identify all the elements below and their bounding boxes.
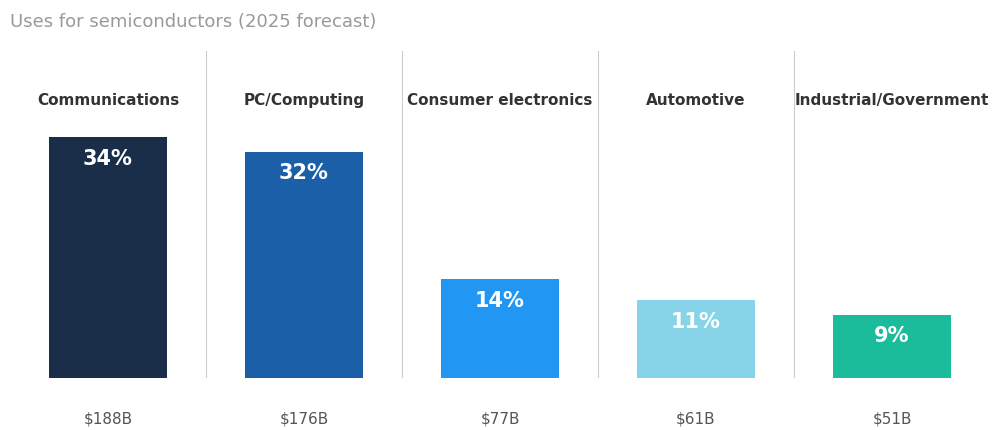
Bar xyxy=(245,152,363,378)
Text: $176B: $176B xyxy=(279,410,329,425)
Text: $188B: $188B xyxy=(83,410,133,425)
Text: 11%: 11% xyxy=(671,311,721,331)
Text: 9%: 9% xyxy=(874,326,910,345)
Text: $61B: $61B xyxy=(676,410,716,425)
Text: Communications: Communications xyxy=(37,93,179,108)
Text: 34%: 34% xyxy=(83,149,133,169)
Text: $77B: $77B xyxy=(480,410,520,425)
Bar xyxy=(441,280,559,378)
Text: Uses for semiconductors (2025 forecast): Uses for semiconductors (2025 forecast) xyxy=(10,13,376,31)
Text: Consumer electronics: Consumer electronics xyxy=(407,93,593,108)
Text: $51B: $51B xyxy=(872,410,912,425)
Bar xyxy=(49,138,167,378)
Text: PC/Computing: PC/Computing xyxy=(243,93,365,108)
Text: Automotive: Automotive xyxy=(646,93,746,108)
Bar xyxy=(637,301,755,378)
Text: Industrial/Government: Industrial/Government xyxy=(795,93,989,108)
Bar xyxy=(833,315,951,378)
Text: 32%: 32% xyxy=(279,163,329,183)
Text: 14%: 14% xyxy=(475,290,525,310)
